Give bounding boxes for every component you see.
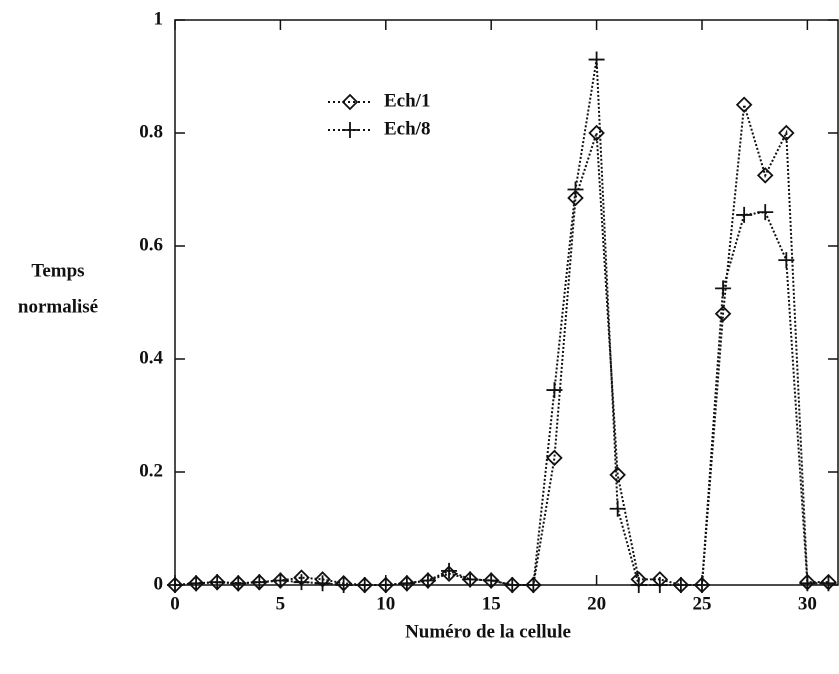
- marker: [188, 575, 205, 592]
- marker: [167, 577, 183, 593]
- x-tick-label: 30: [798, 593, 817, 614]
- marker: [778, 124, 795, 142]
- marker: [209, 574, 226, 591]
- y-tick-label: 1: [154, 8, 164, 29]
- marker: [356, 577, 373, 593]
- marker: [588, 124, 605, 142]
- y-tick-label: 0.2: [139, 460, 163, 481]
- plot-frame: [174, 19, 839, 586]
- marker: [504, 577, 521, 593]
- marker: [567, 181, 584, 198]
- series-line: [174, 59, 829, 586]
- x-tick-label: 0: [170, 593, 180, 614]
- marker: [230, 575, 247, 592]
- x-tick-label: 5: [276, 593, 286, 614]
- y-tick-label: 0.6: [139, 234, 163, 255]
- marker: [714, 305, 732, 323]
- marker: [735, 96, 753, 114]
- x-axis-label: Numéro de la cellule: [405, 621, 571, 642]
- marker: [609, 500, 626, 517]
- marker: [272, 572, 289, 589]
- marker: [398, 575, 415, 592]
- marker: [546, 382, 563, 399]
- y-axis-label: normalisé: [18, 296, 98, 317]
- marker: [462, 571, 479, 588]
- marker: [630, 577, 647, 593]
- y-tick-label: 0: [154, 573, 164, 594]
- marker: [441, 562, 458, 579]
- series-line: [174, 104, 829, 586]
- marker: [419, 572, 436, 589]
- marker: [588, 51, 605, 68]
- y-tick-label: 0.8: [139, 121, 163, 142]
- marker: [756, 167, 774, 184]
- marker: [483, 572, 500, 589]
- marker: [342, 122, 358, 138]
- x-tick-label: 20: [587, 593, 606, 614]
- x-tick-label: 15: [482, 593, 501, 614]
- legend-label: Ech/1: [384, 90, 430, 111]
- marker: [251, 574, 268, 591]
- marker: [525, 577, 542, 593]
- y-axis-label: Temps: [31, 260, 84, 281]
- marker: [757, 204, 774, 221]
- y-tick-label: 0.4: [139, 347, 163, 368]
- marker: [693, 577, 710, 593]
- marker: [651, 577, 668, 593]
- marker: [672, 577, 689, 593]
- marker: [799, 575, 816, 592]
- marker: [377, 577, 394, 593]
- x-tick-label: 25: [692, 593, 711, 614]
- marker: [736, 206, 753, 223]
- marker: [546, 449, 563, 467]
- marker: [778, 252, 795, 269]
- marker: [609, 466, 626, 484]
- legend-label: Ech/8: [384, 118, 430, 139]
- marker: [715, 280, 732, 297]
- marker: [293, 574, 310, 591]
- x-tick-label: 10: [376, 593, 395, 614]
- marker: [341, 93, 359, 111]
- marker: [820, 575, 837, 592]
- marker: [314, 575, 331, 592]
- marker: [335, 577, 352, 593]
- marker: [567, 189, 584, 207]
